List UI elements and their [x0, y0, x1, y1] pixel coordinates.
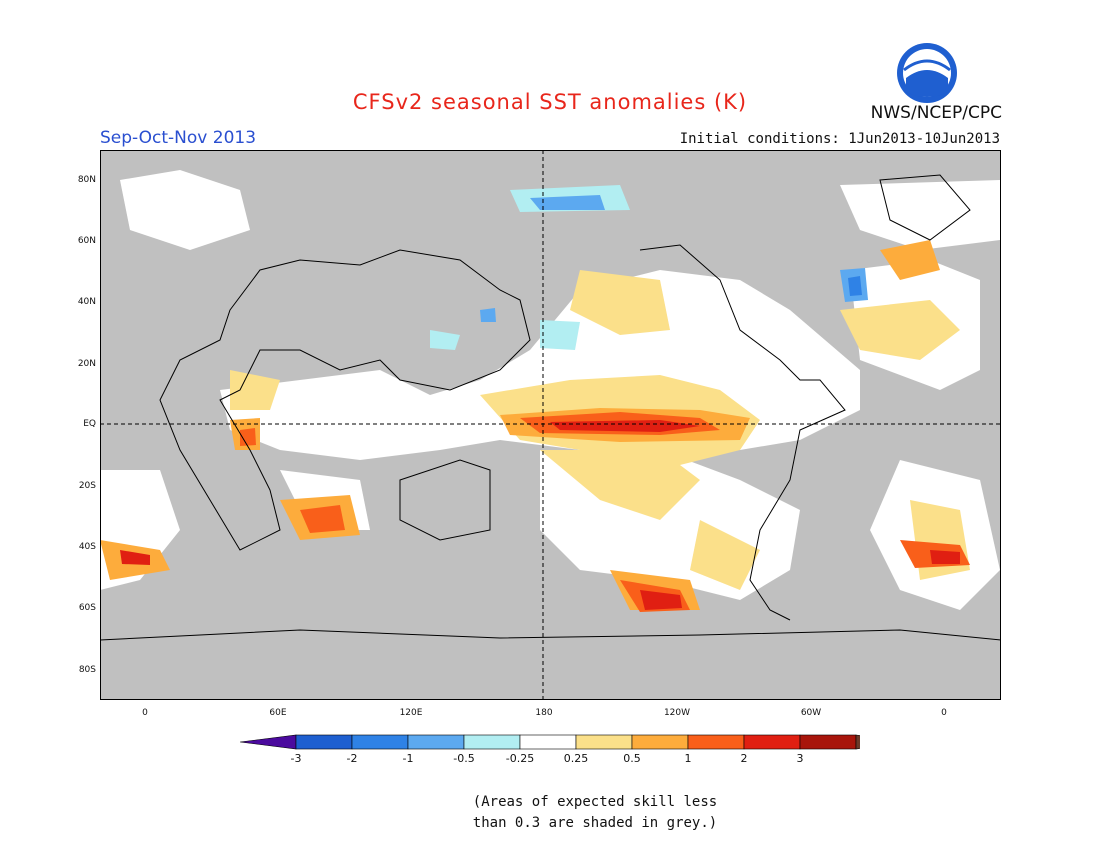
- lat-label: 80N: [77, 175, 96, 185]
- lon-label: 60E: [269, 708, 287, 718]
- season-label: Sep-Oct-Nov 2013: [100, 128, 257, 148]
- lon-label: 180: [535, 708, 553, 718]
- initial-conditions: Initial conditions: 1Jun2013-10Jun2013: [679, 131, 1000, 147]
- lon-label: 0: [142, 708, 148, 718]
- lon-label: 0: [941, 708, 947, 718]
- colorbar-segment: [687, 734, 745, 750]
- lat-label: 60N: [77, 236, 96, 246]
- noaa-logo: [897, 43, 957, 103]
- lat-label: 20N: [77, 359, 96, 369]
- colorbar-segment: [295, 734, 353, 750]
- chart-title: CFSv2 seasonal SST anomalies (K): [352, 90, 748, 114]
- lon-label: 60W: [800, 708, 822, 718]
- sst-anomaly-map: [100, 150, 1001, 700]
- colorbar-segment: [575, 734, 633, 750]
- colorbar-label: -2: [346, 752, 358, 765]
- lon-label: 120W: [663, 708, 691, 718]
- colorbar-label: -3: [290, 752, 302, 765]
- lat-label: 20S: [78, 481, 96, 491]
- colorbar-label: 2: [740, 752, 748, 765]
- colorbar-segment: [855, 734, 860, 750]
- colorbar-label: 1: [684, 752, 692, 765]
- colorbar: [240, 734, 860, 750]
- lat-label: 40N: [77, 297, 96, 307]
- lon-label: 120E: [399, 708, 423, 718]
- agency-label: NWS/NCEP/CPC: [870, 103, 1002, 123]
- colorbar-label: -1: [402, 752, 414, 765]
- colorbar-label: -0.5: [453, 752, 475, 765]
- lat-label: EQ: [83, 419, 96, 429]
- colorbar-segment: [351, 734, 409, 750]
- skill-note: (Areas of expected skill less than 0.3 a…: [0, 792, 1100, 834]
- colorbar-label: -0.25: [505, 752, 535, 765]
- colorbar-label: 0.5: [623, 752, 641, 765]
- colorbar-label: 0.25: [563, 752, 589, 765]
- colorbar-segment: [631, 734, 689, 750]
- colorbar-segment: [463, 734, 521, 750]
- colorbar-segment: [407, 734, 465, 750]
- colorbar-segment: [799, 734, 857, 750]
- colorbar-segment: [240, 734, 297, 750]
- colorbar-segment: [519, 734, 577, 750]
- skill-note-line1: (Areas of expected skill less: [472, 794, 718, 810]
- skill-note-line2: than 0.3 are shaded in grey.): [472, 815, 718, 831]
- lat-label: 80S: [78, 665, 96, 675]
- colorbar-segment: [743, 734, 801, 750]
- colorbar-label: 3: [796, 752, 804, 765]
- lat-label: 60S: [78, 603, 96, 613]
- lat-label: 40S: [78, 542, 96, 552]
